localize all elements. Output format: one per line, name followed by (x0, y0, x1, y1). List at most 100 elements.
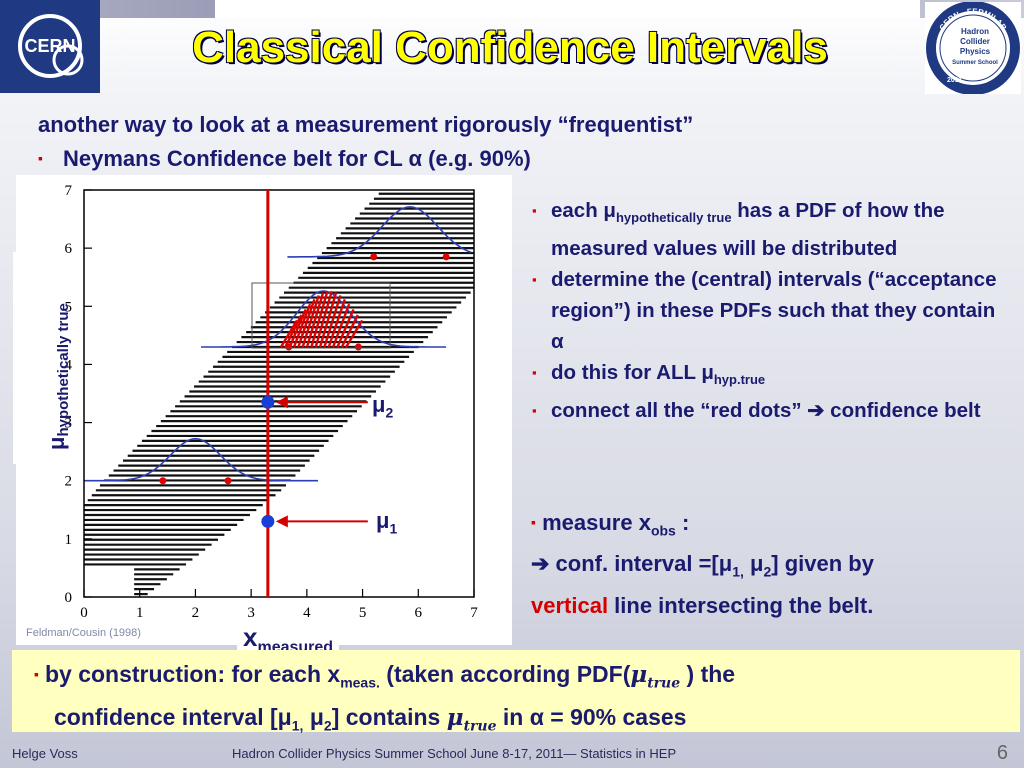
right-arrow-icon: ➔ (531, 551, 550, 577)
measure-line1: ▪ measure xobs : (531, 506, 1011, 547)
x-tick-label: 1 (136, 605, 144, 621)
pdf-curve (85, 437, 318, 482)
b1-text-pre: each μ (551, 199, 616, 222)
pdf-curve (201, 290, 447, 348)
m2-mid: μ (743, 551, 764, 577)
slide-title: Classical Confidence Intervals (192, 23, 828, 72)
summary-box: ▪ by construction: for each xmeas. (taken… (12, 650, 1020, 734)
m3-red-word: vertical (531, 592, 609, 618)
footer-author: Helge Voss (12, 746, 78, 761)
plot-frame (83, 189, 475, 598)
interval-arrowhead (275, 396, 288, 409)
explanation-list: ▪ each μhypothetically true has a PDF of… (531, 195, 1011, 426)
s2-c: ] contains (331, 703, 447, 730)
shade-line (288, 308, 307, 348)
y-axis-label: μhypothetically true (44, 303, 72, 450)
hcp-line3: Physics (960, 47, 991, 56)
mu1-label-main: μ (376, 508, 390, 533)
x-tick-label: 3 (247, 605, 255, 621)
interval-arrows (261, 395, 368, 528)
y-tick-label: 3 (65, 416, 73, 432)
y-tick-label: 4 (65, 357, 73, 373)
m2-end: ] given by (771, 551, 874, 577)
figure-credit: Feldman/Cousin (1998) (26, 627, 141, 639)
y-axis-label-sub: hypothetically true (55, 303, 73, 437)
mu2-label: μ2 (372, 392, 393, 420)
hcp-line1: Hadron (961, 27, 989, 36)
shade-line (327, 298, 346, 348)
m2-text: conf. interval =[μ (549, 551, 733, 577)
shade-line (345, 319, 364, 348)
x-tick-label: 4 (303, 605, 311, 621)
hcp-year: 2011 (947, 77, 962, 84)
bullet-icon: ▪ (532, 272, 537, 288)
y-tick-label: 7 (65, 183, 73, 199)
red-dot (159, 477, 167, 485)
x-tick-label: 6 (415, 605, 423, 621)
bullet-icon: ▪ (531, 514, 536, 530)
shade-line (340, 314, 359, 348)
y-tick-label: 6 (65, 241, 73, 257)
bullet-icon: ▪ (532, 365, 537, 381)
m2-sub2: 2 (763, 563, 772, 580)
red-dot (442, 253, 450, 261)
mu-true-sub-2: true (463, 718, 497, 735)
shade-line (292, 303, 312, 348)
y-tick-label: 2 (65, 474, 73, 490)
intro-line: another way to look at a measurement rig… (38, 112, 694, 137)
s2-a: confidence interval [μ (54, 703, 292, 730)
y-tick-label: 1 (65, 532, 73, 548)
cern-logo: CERN (0, 0, 100, 93)
list-item: ▪ do this for ALL μhyp.true (531, 357, 1011, 395)
red-dot (224, 477, 232, 485)
summary-text: ▪ by construction: for each xmeas. (taken… (34, 658, 1014, 743)
bullet-icon: ▪ (532, 403, 537, 419)
red-dot (354, 343, 362, 351)
mu1-label-sub: 1 (389, 520, 398, 537)
shade-line (318, 292, 338, 348)
x-tick-label: 5 (359, 605, 367, 621)
b2-text: determine the (central) intervals (“acce… (551, 268, 997, 354)
x-axis-label-main: x (243, 622, 258, 652)
s2-sub1: 1, (291, 717, 304, 734)
y-label-background (13, 252, 61, 464)
b3-text-sub: hyp.true (713, 372, 766, 388)
mu-true-symbol: μ (630, 661, 648, 688)
bullet-icon: ▪ (38, 150, 43, 166)
shade-line (323, 295, 342, 348)
mu2-label-sub: 2 (385, 404, 394, 421)
s2-d: in α = 90% cases (496, 703, 687, 730)
acceptance-region-shading (279, 290, 364, 348)
b4-text: connect all the “red dots” ➔ confidence … (551, 399, 981, 423)
b1-text-sub: hypothetically true (615, 210, 732, 226)
m1-sub: obs (650, 522, 676, 539)
header-white-tab (215, 0, 920, 18)
x-tick-label: 2 (192, 605, 200, 621)
measure-line3: vertical line intersecting the belt. (531, 589, 1011, 622)
axis-ticks: 0 1 2 3 4 5 6 7 0 1 2 3 4 5 6 7 (65, 183, 479, 621)
hcp-line4: Summer School (952, 60, 998, 66)
s1-c: ) the (680, 661, 736, 687)
mu-true-symbol-2: μ (446, 703, 464, 731)
shade-line (332, 303, 351, 348)
mu-true-sub: true (647, 675, 681, 692)
y-axis-label-main: μ (44, 436, 69, 450)
summary-line2: confidence interval [μ1, μ2] contains μt… (34, 701, 1014, 744)
s2-sub2: 2 (323, 717, 332, 734)
list-item: ▪ each μhypothetically true has a PDF of… (531, 195, 1011, 264)
bullet-icon: ▪ (34, 666, 39, 682)
s2-b: μ (303, 703, 324, 730)
shade-line (297, 298, 316, 348)
cern-logo-text: CERN (24, 36, 75, 56)
belt-hatching (84, 192, 474, 596)
intersection-point (261, 514, 275, 528)
shade-line (314, 290, 333, 348)
pdf-curve (287, 206, 472, 258)
header-band (0, 0, 1024, 18)
list-item: ▪ determine the (central) intervals (“ac… (531, 264, 1011, 357)
shade-line (336, 308, 355, 348)
m3-rest: line intersecting the belt. (608, 592, 874, 618)
shade-line (284, 314, 303, 348)
x-tick-label: 7 (470, 605, 478, 621)
measure-block: ▪ measure xobs : ➔ conf. interval =[μ1, … (531, 506, 1011, 622)
